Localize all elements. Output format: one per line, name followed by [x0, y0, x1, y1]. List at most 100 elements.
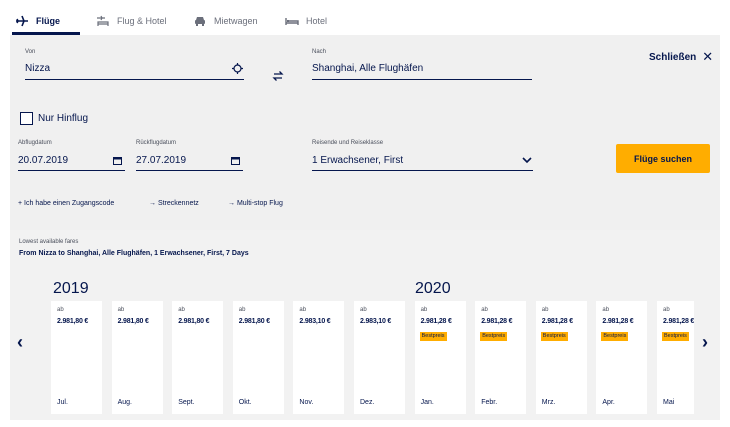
best-price-badge: Bestpreis [662, 332, 689, 341]
tab-label: Mietwagen [214, 16, 258, 26]
fare-month-label: Mai [663, 399, 675, 406]
fare-price: 2.981,28 € [420, 318, 452, 325]
return-label: Rückflugdatum [136, 140, 177, 146]
year-label: 2020 [415, 280, 451, 297]
locate-icon[interactable] [231, 62, 243, 74]
top-tabs: Flüge Flug & Hotel Mietwagen Hotel [0, 0, 730, 35]
from-label: ab [360, 307, 367, 313]
fare-price: 2.981,28 € [481, 318, 513, 325]
tab-flights[interactable]: Flüge [14, 11, 60, 31]
search-panel: Von Nizza Nach Shanghai, Alle Flughäfen … [10, 35, 720, 230]
fare-month-card[interactable]: ab 2.981,28 € Bestpreis Febr. [475, 301, 527, 414]
travelers-label: Reisende und Reiseklasse [312, 140, 384, 146]
fare-month-card[interactable]: ab 2.981,28 € Bestpreis Mrz. [535, 301, 587, 414]
return-input[interactable]: 27.07.2019 [136, 155, 187, 166]
fare-month-label: Okt. [238, 399, 252, 406]
fare-price: 2.981,80 € [117, 318, 149, 325]
route-map-link[interactable]: → Streckennetz [149, 200, 199, 207]
to-input[interactable]: Shanghai, Alle Flughäfen [312, 63, 424, 74]
active-tab-indicator [12, 32, 80, 35]
plane-hotel-icon [95, 14, 111, 28]
bed-icon [284, 14, 300, 28]
depart-input[interactable]: 20.07.2019 [18, 155, 69, 166]
fares-subtitle: From Nizza to Shanghai, Alle Flughäfen, … [19, 250, 249, 257]
travelers-underline [312, 170, 533, 171]
from-label: ab [117, 307, 125, 313]
travelers-select[interactable]: 1 Erwachsener, First [312, 155, 404, 166]
fare-price: 2.981,28 € [541, 318, 573, 325]
fare-month-card[interactable]: ab 2.983,10 € Nov. [293, 301, 345, 414]
fare-month-card[interactable]: ab 2.981,28 € Bestpreis Jan. [414, 301, 466, 414]
fare-price: 2.981,28 € [602, 318, 634, 325]
fare-price: 2.983,10 € [299, 318, 331, 325]
year-label: 2019 [53, 280, 89, 297]
from-label: ab [602, 307, 610, 313]
from-label: ab [238, 307, 246, 313]
swap-icon[interactable] [271, 69, 285, 83]
multi-stop-link[interactable]: → Multi-stop Flug [228, 200, 283, 207]
from-input[interactable]: Nizza [25, 63, 51, 74]
from-label: ab [541, 307, 549, 313]
fare-month-label: Apr. [602, 399, 615, 406]
tab-label: Hotel [306, 16, 328, 26]
calendar-icon[interactable] [230, 155, 241, 166]
fare-month-card[interactable]: ab 2.981,28 € Bestpreis Mai [657, 301, 694, 414]
fare-month-label: Mrz. [541, 399, 556, 406]
close-icon: ✕ [702, 49, 714, 64]
fare-price: 2.983,10 € [360, 318, 392, 325]
fare-month-label: Nov. [299, 399, 314, 406]
fare-month-card[interactable]: ab 2.983,10 € Dez. [354, 301, 405, 414]
search-flights-button[interactable]: Flüge suchen [616, 144, 710, 173]
fare-month-label: Jan. [420, 399, 434, 406]
from-label: ab [420, 307, 428, 313]
fare-month-label: Febr. [481, 399, 498, 406]
best-price-badge: Bestpreis [480, 332, 508, 341]
return-underline [136, 170, 243, 171]
previous-arrow-icon[interactable]: ‹ [17, 332, 23, 352]
fare-price: 2.981,80 € [238, 318, 270, 325]
tab-label: Flug & Hotel [117, 16, 167, 26]
best-price-badge: Bestpreis [540, 332, 568, 341]
fares-carousel: 2019 2020 ab 2.981,80 € Jul. ab 2.981,80 € Au… [10, 230, 694, 420]
fare-month-card[interactable]: ab 2.981,80 € Okt. [232, 301, 284, 414]
fare-month-card[interactable]: ab 2.981,80 € Jul. [51, 301, 102, 414]
car-icon [192, 14, 208, 28]
depart-underline [18, 170, 125, 171]
plane-icon [14, 14, 30, 28]
lowest-fares-section: Lowest available fares From Nizza to Sha… [10, 230, 720, 420]
fare-month-card[interactable]: ab 2.981,28 € Bestpreis Apr. [596, 301, 648, 414]
close-button[interactable]: Schließen ✕ [649, 49, 713, 65]
fare-price: 2.981,28 € [663, 318, 694, 325]
next-arrow-icon[interactable]: › [702, 332, 708, 352]
fare-month-label: Sept. [178, 399, 195, 406]
tab-label: Flüge [36, 16, 60, 26]
calendar-icon[interactable] [112, 155, 123, 166]
fare-month-card[interactable]: ab 2.981,80 € Aug. [111, 301, 163, 414]
from-underline [25, 79, 244, 80]
fares-title: Lowest available fares [19, 239, 79, 245]
from-label: ab [57, 307, 64, 313]
oneway-label: Nur Hinflug [38, 113, 89, 124]
from-label: ab [178, 307, 185, 313]
fare-month-card[interactable]: ab 2.981,80 € Sept. [172, 301, 224, 414]
fare-price: 2.981,80 € [57, 318, 89, 325]
best-price-badge: Bestpreis [419, 332, 447, 341]
fare-price: 2.981,80 € [178, 318, 210, 325]
chevron-down-icon[interactable] [521, 154, 533, 166]
oneway-checkbox[interactable] [20, 112, 33, 125]
from-label: Von [25, 49, 36, 55]
fare-month-label: Dez. [360, 399, 375, 406]
tab-car-rental[interactable]: Mietwagen [192, 11, 258, 31]
tab-flight-hotel[interactable]: Flug & Hotel [95, 11, 167, 31]
fare-month-label: Aug. [117, 399, 132, 406]
tab-hotel[interactable]: Hotel [284, 11, 327, 31]
to-label: Nach [312, 49, 327, 55]
best-price-badge: Bestpreis [601, 332, 629, 341]
depart-label: Abflugdatum [18, 140, 52, 146]
to-underline [312, 79, 532, 80]
fare-month-label: Jul. [57, 399, 68, 406]
from-label: ab [299, 307, 307, 313]
from-label: ab [481, 307, 488, 313]
access-code-link[interactable]: + Ich habe einen Zugangscode [18, 200, 115, 207]
from-label: ab [663, 307, 670, 313]
